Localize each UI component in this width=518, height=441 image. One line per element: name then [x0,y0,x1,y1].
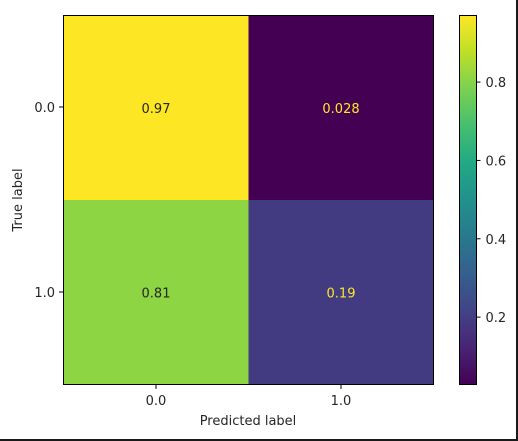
colorbar-tick-label: 0.2 [486,311,507,326]
heatmap-cell [63,200,249,385]
x-tick-label: 0.0 [146,394,167,409]
heatmap-cells: 0.97 0.028 0.81 0.19 [63,15,434,385]
y-tick-label: 0.0 [34,101,55,116]
heatmap-cell [248,15,434,201]
x-tick-label: 1.0 [331,394,352,409]
heatmap-cell [63,15,249,201]
y-tick-label: 1.0 [34,286,55,301]
y-axis-label: True label [11,168,26,232]
colorbar-tick-label: 0.6 [486,154,507,169]
colorbar-ticks: 0.2 0.4 0.6 0.8 [476,76,507,326]
x-axis-label: Predicted label [200,414,297,429]
colorbar-tick-label: 0.8 [486,76,507,91]
cell-value-label: 0.028 [322,102,359,117]
plot-area-border [63,15,434,385]
colorbar [460,15,476,385]
heatmap-cell [248,200,434,385]
cell-value-label: 0.81 [142,286,171,301]
colorbar-border [459,15,477,385]
cell-value-label: 0.19 [327,286,356,301]
cell-value-label: 0.97 [142,102,171,117]
colorbar-tick-label: 0.4 [486,233,507,248]
